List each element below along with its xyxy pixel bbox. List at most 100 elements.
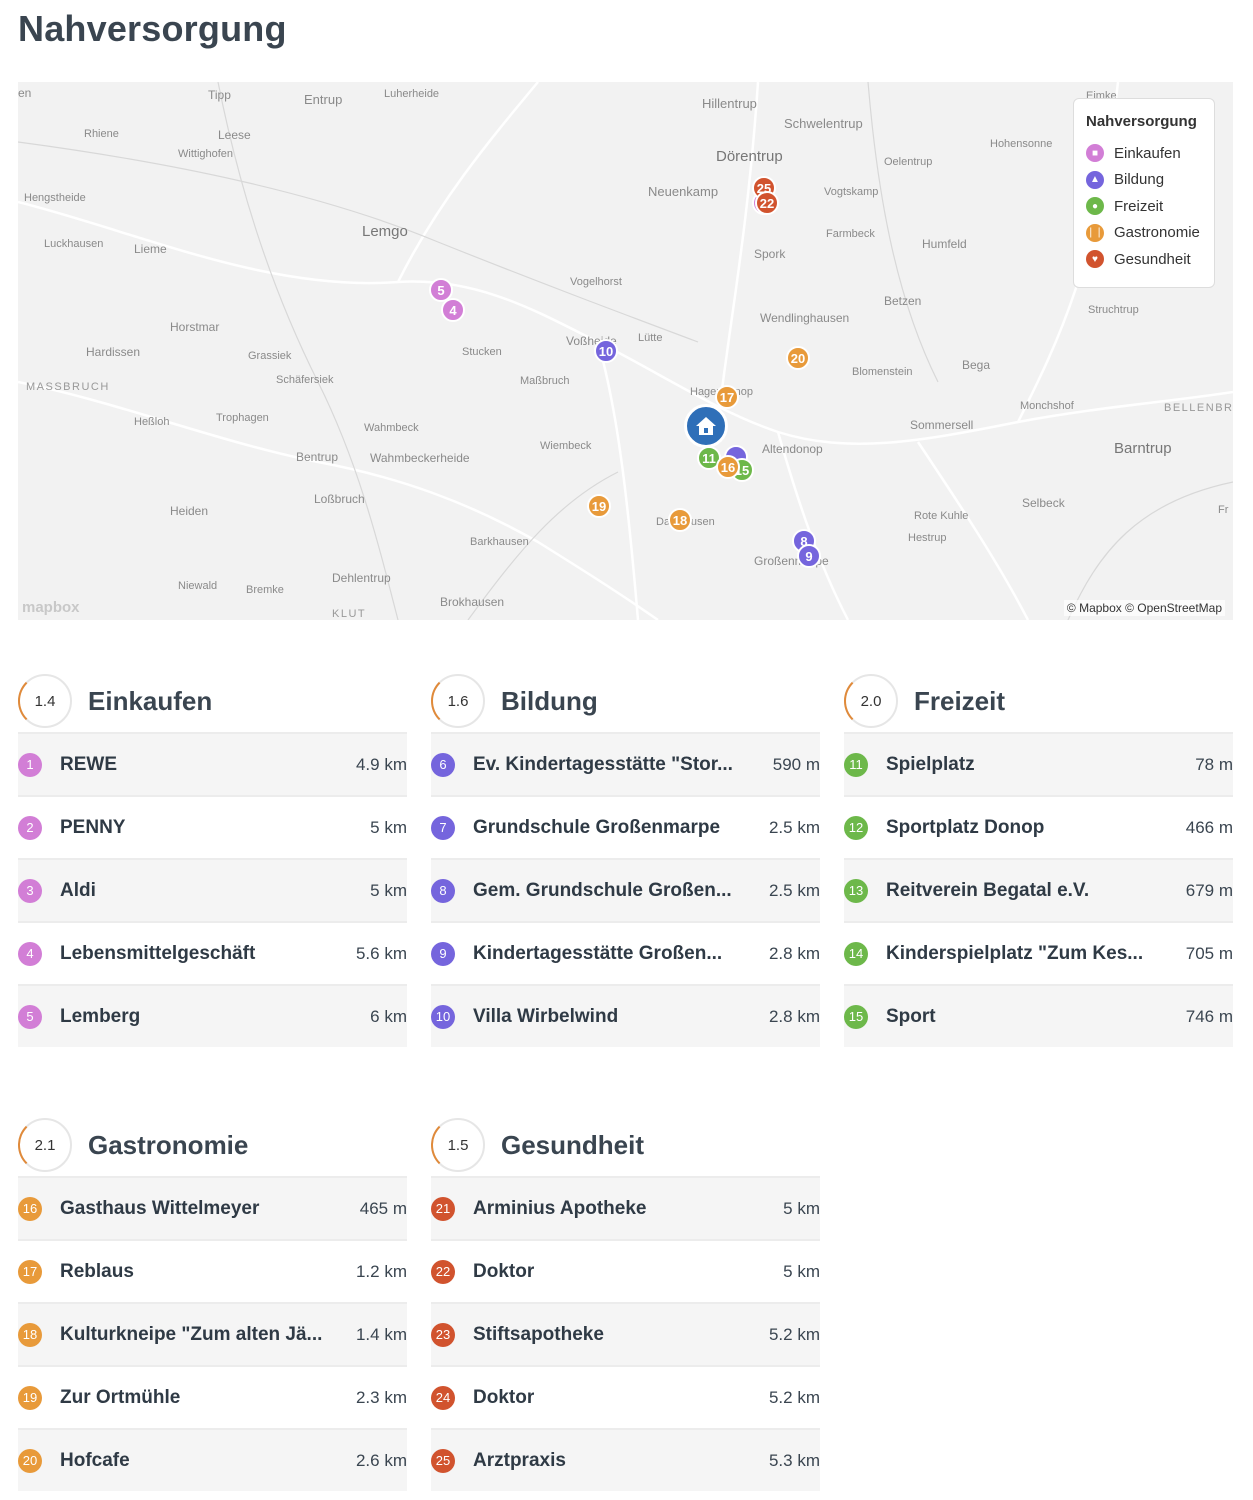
list-item[interactable]: 4 Lebensmittelgeschäft 5.6 km: [18, 923, 407, 986]
map-marker[interactable]: 18: [668, 508, 692, 532]
map-place-label: Dehlentrup: [332, 571, 391, 585]
map-marker[interactable]: 9: [797, 544, 821, 568]
legend-item-einkaufen[interactable]: ■ Einkaufen: [1086, 140, 1202, 167]
list-item[interactable]: 8 Gem. Grundschule Großen... 2.5 km: [431, 860, 820, 923]
list-item[interactable]: 20 Hofcafe 2.6 km: [18, 1430, 407, 1491]
category-gastronomie: 2.1 Gastronomie 16 Gasthaus Wittelmeyer 46…: [18, 1114, 407, 1491]
category-title: Gesundheit: [501, 1129, 645, 1160]
map-place-label: Dörentrup: [716, 148, 783, 165]
item-number: 3: [18, 878, 42, 903]
category-header: 2.0 Freizeit: [844, 670, 1233, 734]
item-distance: 705 m: [1185, 943, 1233, 963]
map-place-label: Rhiene: [84, 128, 119, 140]
list-item[interactable]: 16 Gasthaus Wittelmeyer 465 m: [18, 1178, 407, 1241]
list-item[interactable]: 25 Arztpraxis 5.3 km: [431, 1430, 820, 1491]
map-place-label: Rote Kuhle: [914, 510, 969, 522]
item-name: Ev. Kindertagesstätte "Stor...: [473, 753, 733, 775]
map-place-label: Trophagen: [216, 412, 269, 424]
mapbox-logo[interactable]: mapbox: [22, 599, 80, 616]
item-name: Lebensmittelgeschäft: [60, 942, 256, 964]
list-item[interactable]: 22 Doktor 5 km: [431, 1241, 820, 1304]
map-place-label: Stucken: [462, 346, 502, 358]
list-item[interactable]: 17 Reblaus 1.2 km: [18, 1241, 407, 1304]
item-name: Stiftsapotheke: [473, 1323, 604, 1345]
map-place-label: Humfeld: [922, 237, 967, 251]
score-badge: 1.4: [18, 674, 72, 728]
item-number: 24: [431, 1385, 455, 1410]
list-item[interactable]: 19 Zur Ortmühle 2.3 km: [18, 1367, 407, 1430]
list-item[interactable]: 2 PENNY 5 km: [18, 797, 407, 860]
map-place-label: Niewald: [178, 580, 218, 592]
category-title: Freizeit: [914, 685, 1006, 716]
list-item[interactable]: 7 Grundschule Großenmarpe 2.5 km: [431, 797, 820, 860]
map-marker[interactable]: 10: [594, 339, 618, 363]
map-place-label: Monchshof: [1020, 400, 1074, 412]
list-item[interactable]: 14 Kinderspielplatz "Zum Kes... 705 m: [844, 923, 1233, 986]
map-marker[interactable]: 22: [755, 191, 779, 215]
map-marker[interactable]: 17: [715, 385, 739, 409]
map-place-label: Oelentrup: [884, 156, 933, 168]
item-distance: 5.2 km: [768, 1324, 820, 1344]
list-item[interactable]: 1 REWE 4.9 km: [18, 734, 407, 797]
list-item[interactable]: 6 Ev. Kindertagesstätte "Stor... 590 m: [431, 734, 820, 797]
item-name: Doktor: [473, 1386, 535, 1408]
list-item[interactable]: 11 Spielplatz 78 m: [844, 734, 1233, 797]
map-roads: [18, 82, 1233, 620]
legend-item-bildung[interactable]: ▲ Bildung: [1086, 167, 1202, 194]
item-name: Sport: [886, 1005, 936, 1027]
list-item[interactable]: 5 Lemberg 6 km: [18, 986, 407, 1047]
item-number: 16: [18, 1196, 42, 1221]
heart-icon: ♥: [1086, 250, 1104, 269]
item-distance: 1.4 km: [355, 1324, 407, 1344]
map-place-label: Hestrup: [908, 532, 947, 544]
map-marker[interactable]: 19: [587, 494, 611, 518]
list-item[interactable]: 10 Villa Wirbelwind 2.8 km: [431, 986, 820, 1047]
item-name: Reblaus: [60, 1260, 134, 1282]
map-place-label: Lütte: [638, 332, 663, 344]
map-place-label: Farmbeck: [826, 228, 875, 240]
item-number: 5: [18, 1004, 42, 1029]
map-place-label: Entrup: [304, 92, 343, 107]
map-marker[interactable]: 20: [786, 346, 810, 370]
category-title: Gastronomie: [88, 1129, 249, 1160]
item-number: 13: [844, 878, 868, 903]
item-number: 8: [431, 878, 455, 903]
item-distance: 5.2 km: [768, 1387, 820, 1407]
map-attribution[interactable]: © Mapbox © OpenStreetMap: [1063, 600, 1225, 616]
list-item[interactable]: 24 Doktor 5.2 km: [431, 1367, 820, 1430]
list-item[interactable]: 21 Arminius Apotheke 5 km: [431, 1178, 820, 1241]
list-item[interactable]: 12 Sportplatz Donop 466 m: [844, 797, 1233, 860]
item-name: Villa Wirbelwind: [473, 1005, 619, 1027]
list-item[interactable]: 15 Sport 746 m: [844, 986, 1233, 1047]
legend-label: Freizeit: [1114, 197, 1164, 215]
map-marker[interactable]: 4: [441, 298, 465, 322]
legend-title: Nahversorgung: [1086, 113, 1197, 130]
item-distance: 2.8 km: [768, 943, 820, 963]
legend-item-gesundheit[interactable]: ♥ Gesundheit: [1086, 246, 1202, 273]
item-number: 19: [18, 1385, 42, 1410]
item-name: Arztpraxis: [473, 1449, 566, 1471]
list-item[interactable]: 18 Kulturkneipe "Zum alten Jä... 1.4 km: [18, 1304, 407, 1367]
map-place-label: Hohensonne: [990, 138, 1053, 150]
map-place-label: Barntrup: [1114, 440, 1172, 457]
list-item[interactable]: 9 Kindertagesstätte Großen... 2.8 km: [431, 923, 820, 986]
map-place-label: Loßbruch: [314, 492, 365, 506]
item-number: 18: [18, 1322, 42, 1347]
list-item[interactable]: 3 Aldi 5 km: [18, 860, 407, 923]
category-bildung: 1.6 Bildung 6 Ev. Kindertagesstätte "Stor…: [431, 670, 820, 1047]
map-place-label: Schwelentrup: [784, 116, 863, 131]
item-number: 11: [844, 752, 868, 777]
list-item[interactable]: 13 Reitverein Begatal e.V. 679 m: [844, 860, 1233, 923]
page-title: Nahversorgung: [18, 8, 287, 49]
home-marker[interactable]: [684, 404, 728, 448]
map-place-label: Grassiek: [248, 350, 292, 362]
legend-item-gastronomie[interactable]: ❘❘ Gastronomie: [1086, 220, 1202, 247]
map-place-label: Bega: [962, 358, 991, 372]
item-number: 10: [431, 1004, 455, 1029]
map-legend: Nahversorgung ■ Einkaufen ▲ Bildung ● Fr…: [1073, 98, 1215, 288]
map[interactable]: en Tipp Entrup Luherheide Hillentrup Sch…: [18, 82, 1233, 620]
legend-item-freizeit[interactable]: ● Freizeit: [1086, 193, 1202, 220]
item-distance: 6 km: [370, 1006, 407, 1026]
list-item[interactable]: 23 Stiftsapotheke 5.2 km: [431, 1304, 820, 1367]
map-marker[interactable]: 16: [716, 455, 740, 479]
